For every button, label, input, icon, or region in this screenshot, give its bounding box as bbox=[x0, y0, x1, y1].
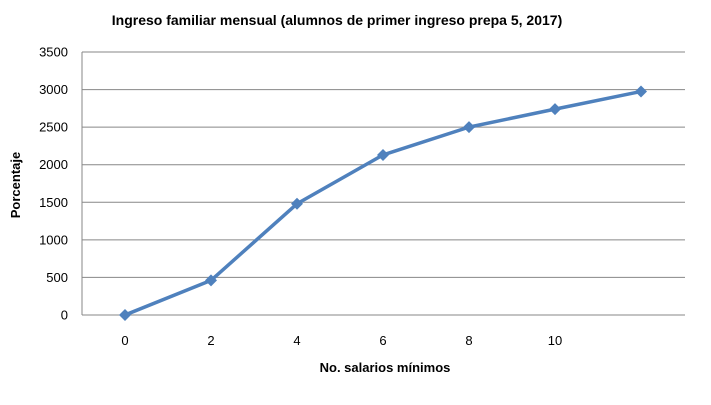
x-tick-label-0: 0 bbox=[121, 333, 128, 348]
x-axis-label: No. salarios mínimos bbox=[320, 360, 451, 375]
chart-title: Ingreso familiar mensual (alumnos de pri… bbox=[112, 12, 562, 28]
data-point-1 bbox=[205, 274, 217, 287]
y-axis-ticks: 0 500 1000 1500 2000 2500 3000 3500 bbox=[39, 45, 68, 323]
x-tick-label-4: 8 bbox=[465, 333, 472, 348]
y-tick-label-1: 500 bbox=[46, 270, 68, 285]
y-tick-label-6: 3000 bbox=[39, 82, 68, 97]
y-tick-label-4: 2000 bbox=[39, 157, 68, 172]
axes bbox=[81, 52, 685, 316]
data-point-2 bbox=[291, 197, 303, 210]
series-group bbox=[119, 85, 647, 321]
data-point-4 bbox=[463, 121, 475, 134]
x-axis-ticks: 0 2 4 6 8 10 bbox=[121, 333, 562, 348]
data-point-6 bbox=[635, 85, 647, 98]
y-tick-label-7: 3500 bbox=[39, 45, 68, 60]
x-tick-label-2: 4 bbox=[293, 333, 300, 348]
data-point-5 bbox=[549, 103, 561, 116]
x-tick-label-1: 2 bbox=[207, 333, 214, 348]
y-tick-label-0: 0 bbox=[61, 308, 68, 323]
y-tick-label-3: 1500 bbox=[39, 195, 68, 210]
series-line-0 bbox=[123, 89, 643, 317]
y-tick-label-2: 1000 bbox=[39, 232, 68, 247]
gridlines bbox=[82, 51, 685, 278]
y-tick-label-5: 2500 bbox=[39, 120, 68, 135]
x-tick-label-5: 10 bbox=[548, 333, 562, 348]
x-tick-label-3: 6 bbox=[379, 333, 386, 348]
data-point-0 bbox=[119, 309, 131, 321]
data-point-3 bbox=[377, 148, 389, 161]
y-axis-label: Porcentaje bbox=[8, 152, 23, 218]
